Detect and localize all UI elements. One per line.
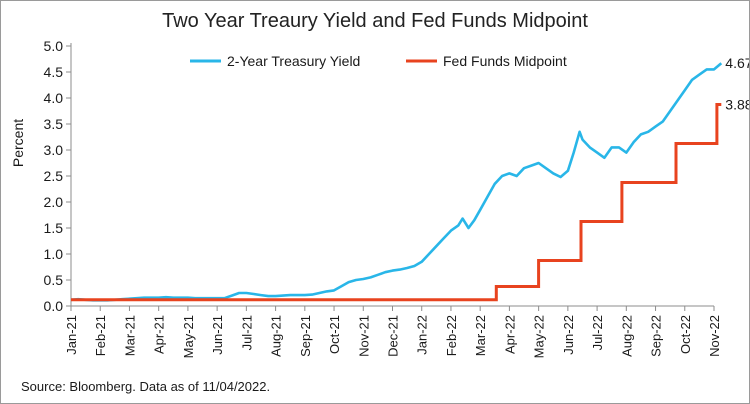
labels-group: 4.67 3.88 [725,55,749,112]
x-tick-label: Nov-22 [707,315,722,357]
legend-label-treasury: 2-Year Treasury Yield [227,53,360,69]
x-tick-label: Jun-22 [561,315,576,355]
x-tick-label: Mar-22 [473,315,488,356]
fed-funds-line [71,103,722,302]
x-tick-label: Sep-22 [649,315,664,357]
x-tick-label: Jan-21 [64,315,79,355]
x-tick-label: Jul-22 [590,315,605,350]
y-tick-label: 3.5 [44,116,64,132]
y-tick-label: 4.5 [44,64,64,80]
x-tick-label: Feb-22 [444,315,459,356]
x-tick-label: Mar-21 [122,315,137,356]
x-tick-label: Nov-21 [356,315,371,357]
x-tick-label: Apr-21 [152,315,167,354]
y-tick-label: 4.0 [44,90,64,106]
x-tick-label: May-22 [532,315,547,358]
treasury-yield-line [70,62,723,302]
x-tick-label: Jul-21 [239,315,254,350]
x-tick-label: Jun-21 [210,315,225,355]
y-tick-label: 3.0 [44,142,64,158]
y-tick-label: 1.5 [44,220,64,236]
x-tick-label: Aug-21 [269,315,284,357]
y-tick-label: 5.0 [44,38,64,54]
y-tick-label: 0.0 [44,298,64,314]
x-tick-label: Oct-22 [678,315,693,354]
x-tick-label: May-21 [181,315,196,358]
treasury-end-label: 4.67 [725,55,749,71]
axes-group: 0.0 0.5 1.0 1.5 2.0 2.5 3.0 3.5 4.0 4.5 5.0 Percent… [10,38,722,358]
fed-funds-end-label: 3.88 [725,97,749,113]
y-tick-label: 2.5 [44,168,64,184]
x-tick-label: Jan-22 [415,315,430,355]
x-tick-label: Apr-22 [502,315,517,354]
y-tick-label: 2.0 [44,194,64,210]
chart-title: Two Year Treaury Yield and Fed Funds Mid… [162,10,588,32]
legend-label-fed-funds: Fed Funds Midpoint [443,53,567,69]
source-note: Source: Bloomberg. Data as of 11/04/2022… [21,379,271,394]
legend-group: 2-Year Treasury Yield Fed Funds Midpoint [190,53,567,69]
x-tick-label: Oct-21 [327,315,342,354]
y-tick-label: 0.5 [44,272,64,288]
x-tick-label: Sep-21 [298,315,313,357]
y-axis-title: Percent [10,119,26,167]
y-tick-label: 1.0 [44,246,64,262]
x-tick-label: Dec-21 [386,315,401,357]
series-lines-group [70,62,723,302]
x-tick-label: Aug-22 [619,315,634,357]
x-tick-label: Feb-21 [93,315,108,356]
